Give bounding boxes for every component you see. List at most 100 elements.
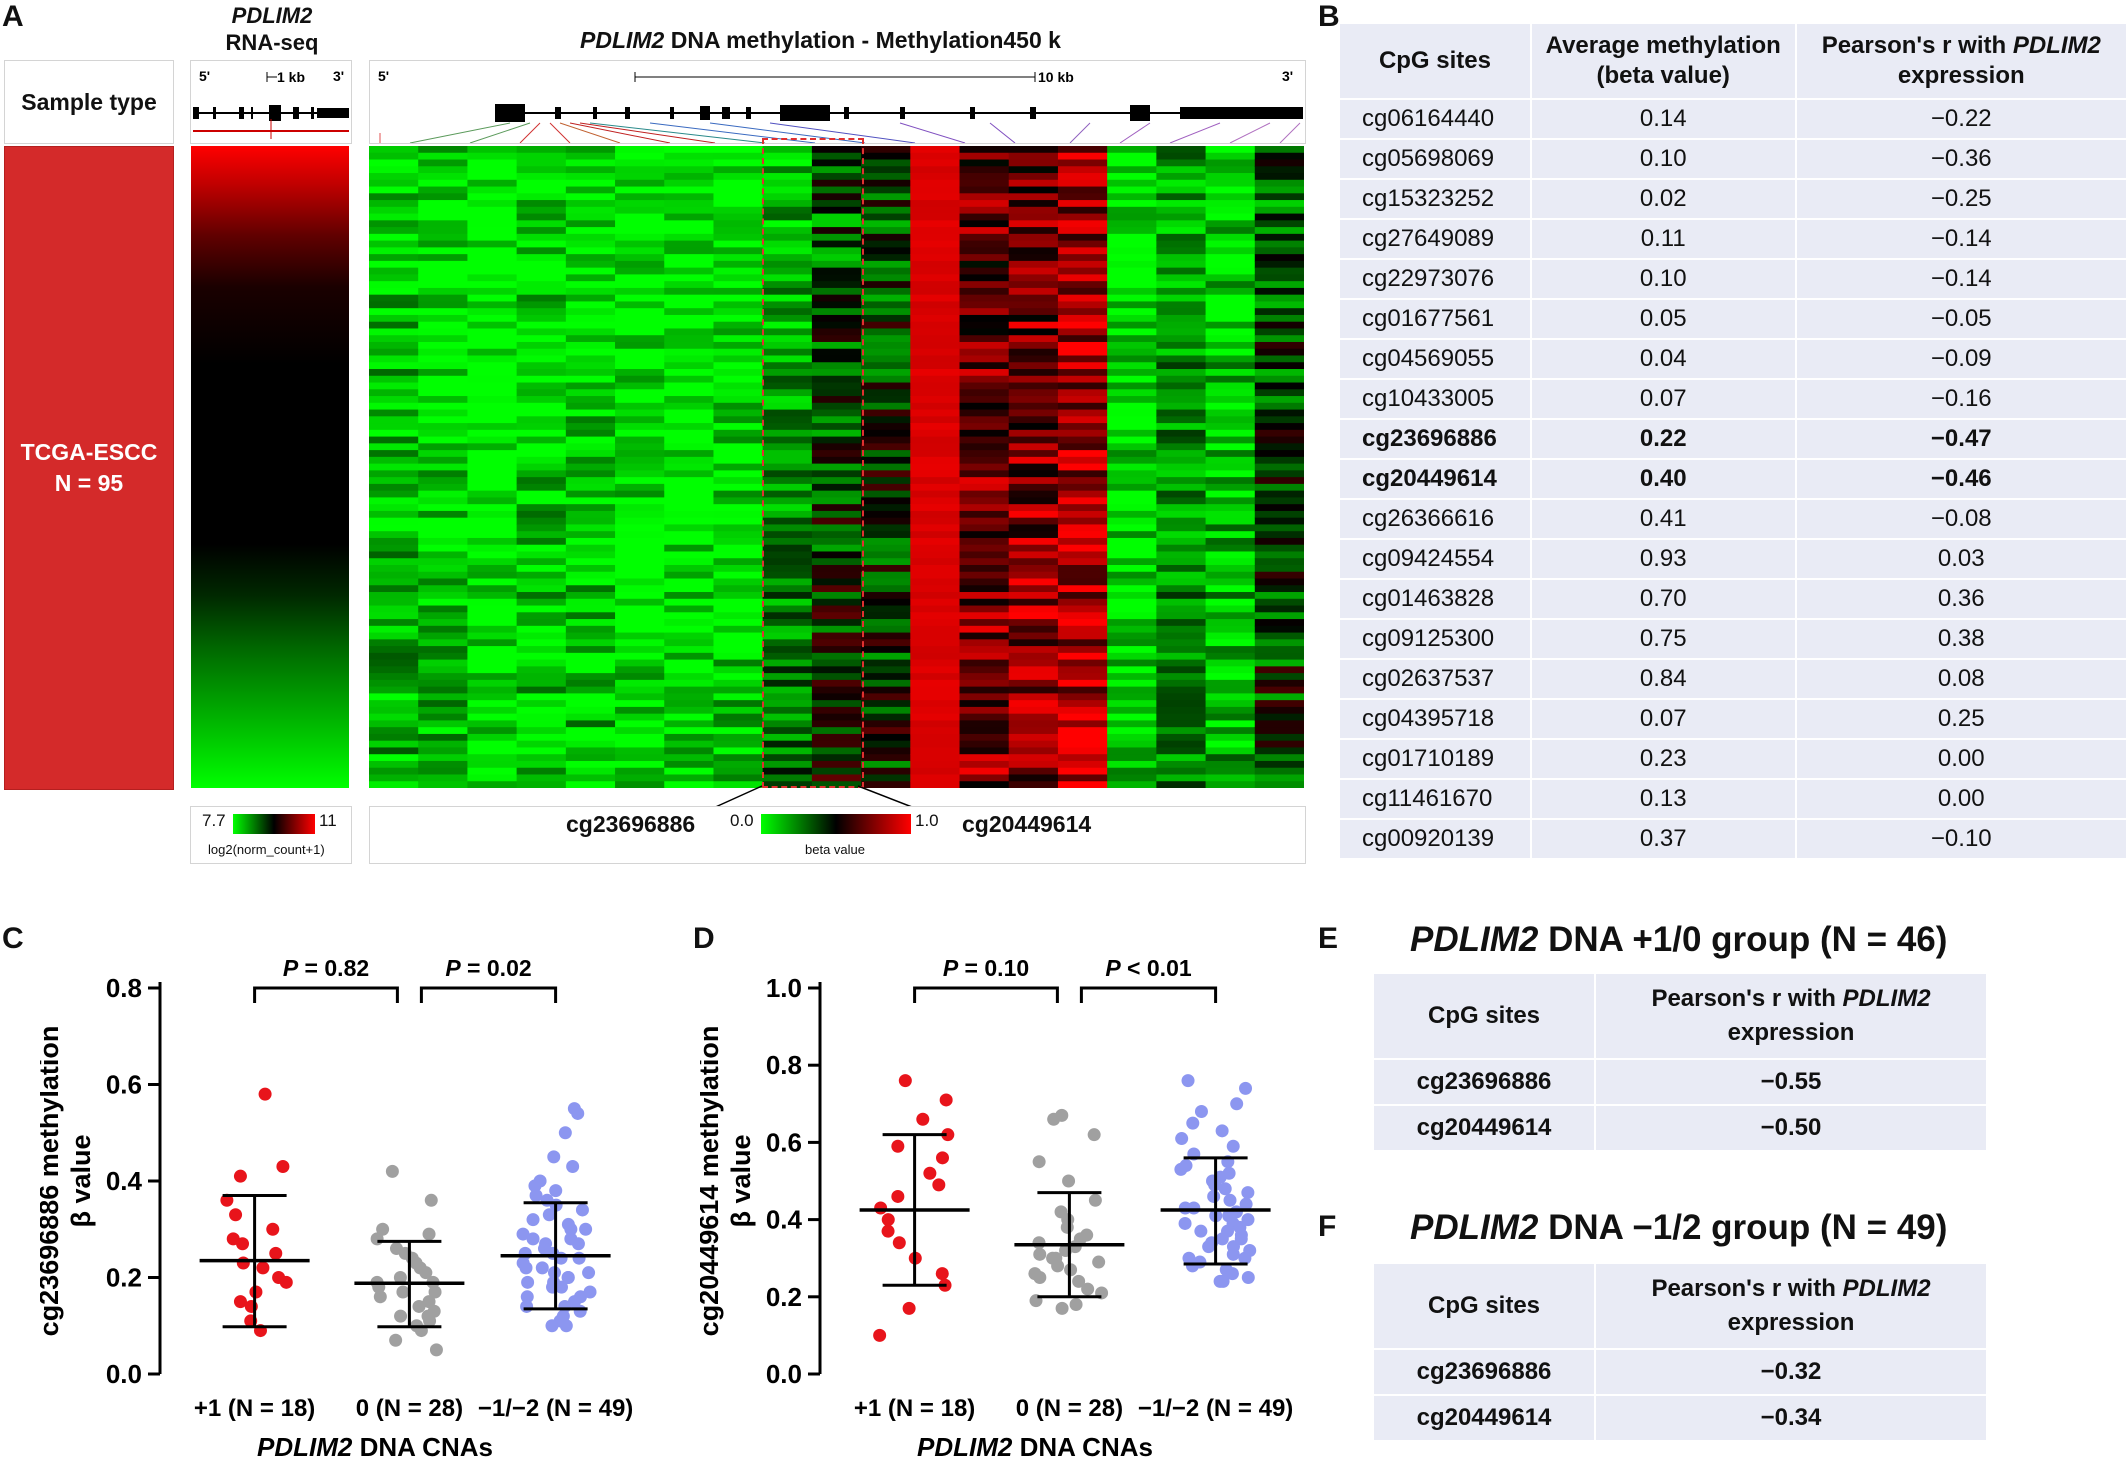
- heatmap-cell: [565, 558, 616, 566]
- heatmap-cell: [565, 416, 616, 424]
- heatmap-cell: [565, 260, 616, 269]
- heatmap-cell: [762, 551, 813, 559]
- heatmap-cell: [1008, 578, 1059, 586]
- heatmap-cell: [762, 605, 813, 613]
- heatmap-cell: [467, 369, 518, 377]
- heatmap-cell: [861, 571, 911, 580]
- heatmap-cell: [713, 220, 764, 228]
- heatmap-cell: [1205, 646, 1256, 654]
- heatmap-cell: [516, 369, 567, 377]
- heatmap-cell: [1057, 220, 1108, 228]
- heatmap-cell: [467, 389, 518, 397]
- heatmap-cell: [1254, 227, 1305, 235]
- heatmap-cell: [1156, 274, 1207, 282]
- heatmap-cell: [467, 200, 518, 208]
- heatmap-cell: [1008, 375, 1059, 384]
- heatmap-cell: [516, 652, 567, 661]
- heatmap-cell: [1156, 470, 1207, 478]
- heatmap-cell: [1205, 369, 1256, 377]
- heatmap-cell: [565, 254, 616, 262]
- heatmap-cell: [664, 727, 715, 735]
- heatmap-cell: [664, 585, 715, 593]
- heatmap-cell: [516, 281, 567, 289]
- heatmap-cell: [910, 456, 961, 465]
- heatmap-cell: [1254, 240, 1305, 248]
- heatmap-cell: [910, 625, 961, 634]
- heatmap-cell: [1057, 619, 1108, 627]
- data-point: [269, 1246, 283, 1260]
- heatmap-cell: [565, 166, 616, 174]
- heatmap-cell: [369, 598, 419, 607]
- heatmap-cell: [664, 598, 715, 607]
- heatmap-cell: [369, 612, 419, 620]
- y-tick-label: 0.2: [106, 1263, 142, 1293]
- heatmap-cell: [762, 632, 813, 640]
- heatmap-cell: [1107, 328, 1157, 336]
- heatmap-cell: [1254, 517, 1305, 526]
- heatmap-cell: [1156, 483, 1207, 492]
- heatmap-cell: [1205, 382, 1256, 390]
- heatmap-cell: [516, 240, 567, 248]
- data-point: [422, 1295, 436, 1309]
- heatmap-cell: [1156, 159, 1207, 167]
- heatmap-cell: [811, 281, 862, 289]
- heatmap-cell: [369, 200, 419, 208]
- heatmap-cell: [811, 537, 862, 546]
- heatmap-cell: [1156, 700, 1207, 708]
- heatmap-cell: [1254, 673, 1305, 681]
- heatmap-cell: [713, 693, 764, 701]
- heatmap-cell: [1254, 355, 1305, 363]
- heatmap-cell: [516, 355, 567, 363]
- heatmap-cell: [1156, 287, 1207, 296]
- heatmap-cell: [1254, 531, 1305, 539]
- heatmap-cell: [1254, 781, 1305, 789]
- x-tick-label: −1/−2 (N = 49): [1138, 1395, 1293, 1422]
- table-row: cg20449614 −0.34: [1372, 1394, 1988, 1442]
- heatmap-cell: [1205, 179, 1256, 188]
- heatmap-cell: [565, 592, 616, 600]
- heatmap-cell: [713, 159, 764, 167]
- heatmap-cell: [1057, 402, 1108, 411]
- data-point: [424, 1193, 438, 1207]
- heatmap-cell: [713, 625, 764, 634]
- heatmap-cell: [1008, 605, 1059, 613]
- heatmap-cell: [565, 564, 616, 573]
- heatmap-cell: [615, 585, 665, 593]
- heatmap-cell: [565, 720, 616, 728]
- f-row-r: −0.32: [1594, 1348, 1988, 1396]
- heatmap-cell: [467, 632, 518, 640]
- heatmap-cell: [615, 308, 665, 316]
- heatmap-cell: [1205, 213, 1256, 221]
- heatmap-cell: [1205, 612, 1256, 620]
- heatmap-cell: [1107, 348, 1157, 357]
- heatmap-cell: [565, 436, 616, 444]
- heatmap-cell: [467, 409, 518, 417]
- row-site: cg04395718: [1338, 698, 1532, 740]
- heatmap-cell: [1057, 240, 1108, 248]
- heatmap-cell: [418, 179, 469, 188]
- heatmap-cell: [664, 179, 715, 188]
- heatmap-cell: [615, 348, 665, 357]
- heatmap-cell: [615, 220, 665, 228]
- heatmap-cell: [369, 220, 419, 228]
- heatmap-cell: [811, 274, 862, 282]
- heatmap-cell: [1057, 348, 1108, 357]
- heatmap-cell: [1156, 186, 1207, 194]
- heatmap-cell: [516, 470, 567, 478]
- significance-bracket: [253, 986, 399, 1003]
- data-point: [941, 1128, 955, 1142]
- heatmap-cell: [418, 301, 469, 309]
- heatmap-cell: [565, 517, 616, 526]
- data-point: [526, 1213, 540, 1227]
- row-site: cg09424554: [1338, 538, 1532, 580]
- heatmap-cell: [1205, 605, 1256, 613]
- heatmap-cell: [959, 423, 1010, 431]
- heatmap-cell: [959, 146, 1010, 154]
- heatmap-cell: [565, 747, 616, 755]
- heatmap-cell: [861, 483, 911, 492]
- heatmap-cell: [1057, 287, 1108, 296]
- heatmap-cell: [664, 294, 715, 303]
- heatmap-cell: [1008, 240, 1059, 248]
- heatmap-cell: [1057, 673, 1108, 681]
- y-tick-label: 0.0: [106, 1359, 142, 1389]
